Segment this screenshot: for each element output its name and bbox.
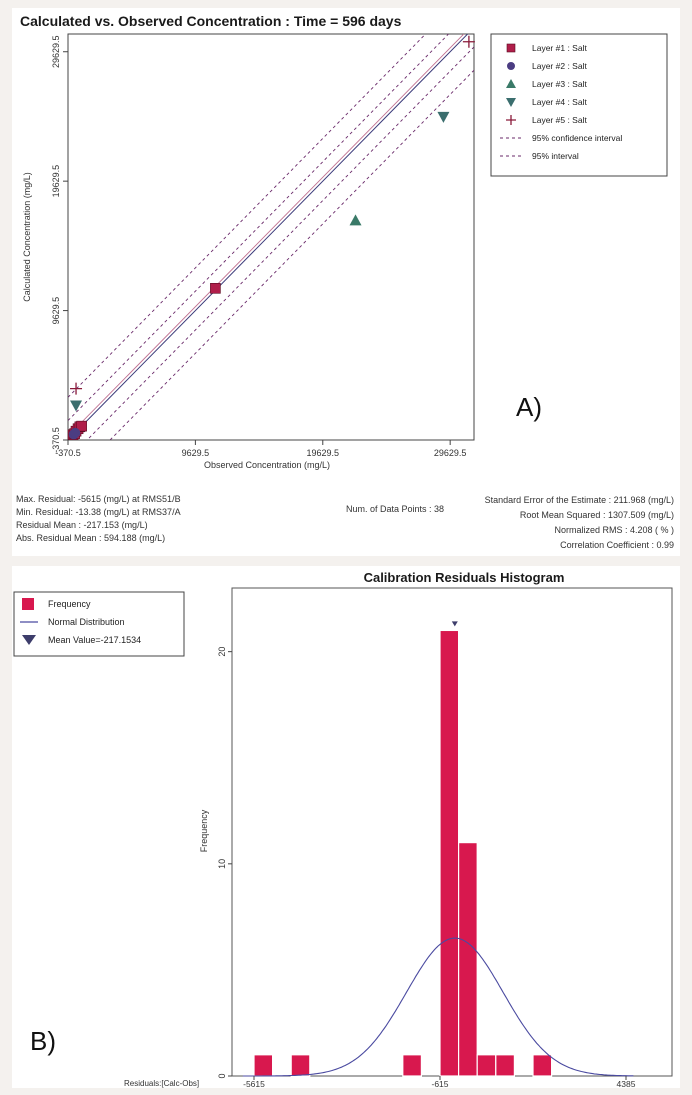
histogram-bar xyxy=(476,1054,497,1077)
legend-triangle-down-icon xyxy=(506,98,516,107)
scatter-legend-item-label: Layer #3 : Salt xyxy=(532,79,587,89)
histogram-bar xyxy=(253,1054,274,1077)
legend-frequency-icon xyxy=(22,598,34,610)
min-residual: Min. Residual: -13.38 (mg/L) at RMS37/A xyxy=(16,507,181,517)
scatter-legend-item-label: Layer #5 : Salt xyxy=(532,115,587,125)
histogram-legend-item-label: Mean Value=-217.1534 xyxy=(48,635,141,645)
histogram-panel: Calibration Residuals Histogram -5615 -61… xyxy=(12,566,680,1088)
scatter-legend-item-label: 95% interval xyxy=(532,151,579,161)
scatter-legend-box xyxy=(490,33,668,177)
scatter-y-axis-label: Calculated Concentration (mg/L) xyxy=(22,172,32,302)
scatter-point xyxy=(76,420,87,432)
histogram-bar xyxy=(532,1054,553,1077)
scatter-legend-item-label: Layer #4 : Salt xyxy=(532,97,587,107)
max-residual: Max. Residual: -5615 (mg/L) at RMS51/B xyxy=(16,494,181,504)
identity-line xyxy=(68,34,469,440)
abs-residual-mean: Abs. Residual Mean : 594.188 (mg/L) xyxy=(16,533,166,543)
confidence-interval-lower xyxy=(86,46,474,440)
scatter-y-tick-label: 29629.5 xyxy=(51,35,61,68)
scatter-x-tick-label: -370.5 xyxy=(55,448,81,458)
histogram-y-tick-label: 20 xyxy=(217,647,227,657)
scatter-legend-item-label: 95% confidence interval xyxy=(532,133,622,143)
std-error: Standard Error of the Estimate : 211.968… xyxy=(484,495,674,505)
scatter-point xyxy=(349,214,362,226)
scatter-x-axis-label: Observed Concentration (mg/L) xyxy=(204,460,330,470)
scatter-y-tick-label: 9629.5 xyxy=(51,297,61,325)
interval-lower xyxy=(109,69,474,440)
scatter-x-tick-label: 9629.5 xyxy=(182,448,210,458)
scatter-chart: Calculated vs. Observed Concentration : … xyxy=(20,13,668,470)
scatter-legend-item-label: Layer #2 : Salt xyxy=(532,61,587,71)
scatter-point xyxy=(70,400,83,412)
histogram-x-axis-label: Residuals:[Calc-Obs] xyxy=(124,1079,199,1088)
histogram-chart: Calibration Residuals Histogram -5615 -61… xyxy=(13,570,673,1088)
histogram-x-tick-label: -5615 xyxy=(243,1079,265,1088)
regression-line xyxy=(68,34,465,437)
legend-square-icon xyxy=(506,43,516,53)
histogram-y-tick-label: 10 xyxy=(217,859,227,869)
scatter-point xyxy=(70,427,81,438)
histogram-bar xyxy=(495,1054,515,1077)
confidence-interval-upper xyxy=(68,34,450,421)
histogram-bar xyxy=(439,629,460,1077)
scatter-y-tick-label: -370.5 xyxy=(51,427,61,453)
histogram-y-axis-label: Frequency xyxy=(199,809,209,852)
histogram-x-tick-label: -615 xyxy=(431,1079,448,1088)
legend-circle-icon xyxy=(507,62,515,70)
histogram-bar xyxy=(458,842,478,1077)
root-mean-squared: Root Mean Squared : 1307.509 (mg/L) xyxy=(519,510,674,520)
residual-mean: Residual Mean : -217.153 (mg/L) xyxy=(16,520,148,530)
scatter-point xyxy=(70,382,83,395)
histogram-bar xyxy=(402,1054,422,1077)
scatter-x-tick-label: 19629.5 xyxy=(307,448,340,458)
histogram-legend-item-label: Frequency xyxy=(48,599,91,609)
correlation-coefficient: Correlation Coefficient : 0.99 xyxy=(560,540,674,550)
normalized-rms: Normalized RMS : 4.208 ( % ) xyxy=(554,525,674,535)
scatter-plot-frame xyxy=(67,33,475,441)
scatter-panel: Calculated vs. Observed Concentration : … xyxy=(12,8,680,556)
scatter-y-tick-label: 19629.5 xyxy=(51,165,61,198)
scatter-legend-item-label: Layer #1 : Salt xyxy=(532,43,587,53)
panel-label-b: B) xyxy=(30,1026,56,1056)
histogram-x-tick-label: 4385 xyxy=(617,1079,636,1088)
normal-distribution-curve xyxy=(242,937,634,1077)
histogram-bar xyxy=(290,1054,311,1077)
scatter-x-tick-label: 29629.5 xyxy=(434,448,467,458)
legend-triangle-up-icon xyxy=(506,79,516,88)
scatter-point xyxy=(210,283,221,294)
histogram-title: Calibration Residuals Histogram xyxy=(364,570,565,585)
num-data-points: Num. of Data Points : 38 xyxy=(346,504,445,514)
scatter-title: Calculated vs. Observed Concentration : … xyxy=(20,13,402,29)
mean-value-marker xyxy=(451,621,458,627)
legend-mean-triangle-icon xyxy=(22,635,36,645)
histogram-legend-box xyxy=(13,591,185,657)
panel-label-a: A) xyxy=(516,392,542,422)
scatter-point xyxy=(462,35,475,48)
legend-plus-icon xyxy=(506,115,516,125)
histogram-y-tick-label: 0 xyxy=(217,1073,227,1078)
interval-upper xyxy=(68,34,427,398)
histogram-legend-item-label: Normal Distribution xyxy=(48,617,125,627)
scatter-point xyxy=(437,111,450,123)
